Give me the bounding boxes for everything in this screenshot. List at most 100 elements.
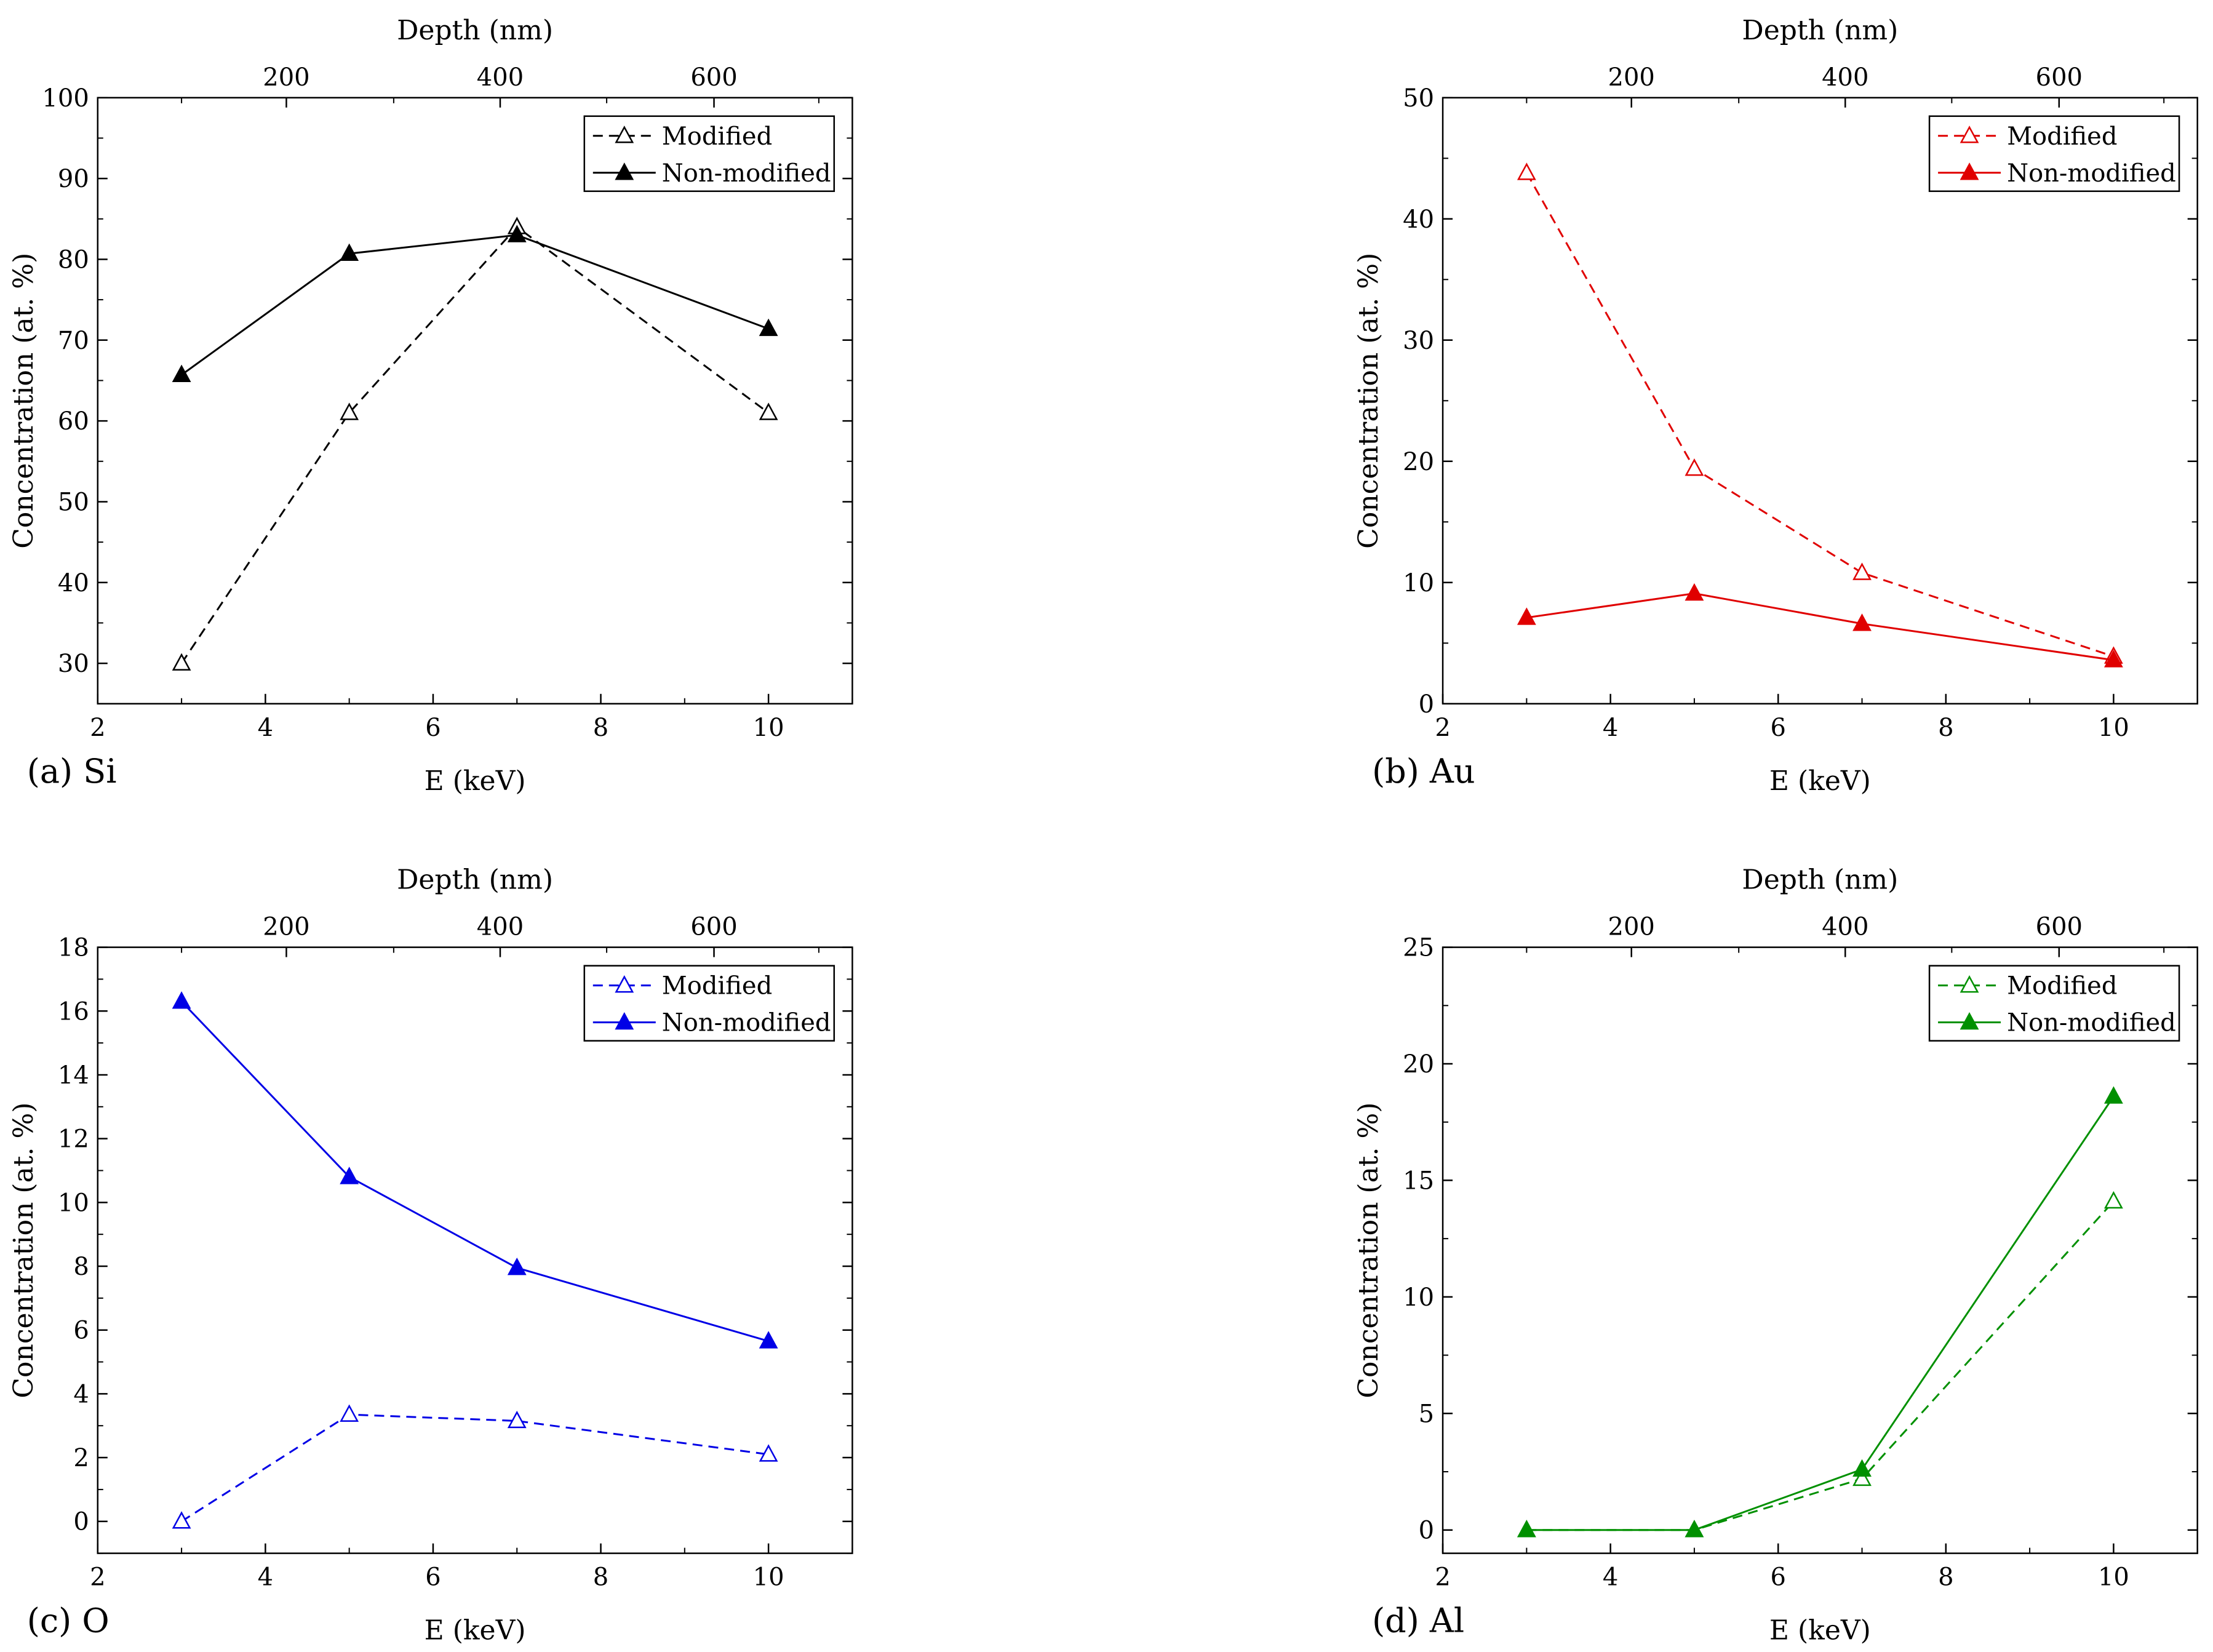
y-tick-label: 50	[1403, 84, 1434, 113]
plot-frame	[97, 946, 853, 1554]
x-tick-label: 8	[593, 1563, 608, 1592]
x-tick-label: 4	[258, 1563, 273, 1592]
legend: Modified Non-modified	[583, 115, 835, 193]
top-tick-label: 200	[263, 913, 309, 941]
y-tick-label: 60	[58, 407, 89, 436]
y-tick-label: 40	[1403, 206, 1434, 234]
x-tick-label: 4	[1603, 1563, 1618, 1592]
data-point-modified	[172, 653, 191, 671]
series-line-non-modified	[1526, 592, 2114, 661]
legend: Modified Non-modified	[583, 965, 835, 1042]
y-axis-title: Concentration (at. %)	[1353, 1103, 1384, 1399]
x-tick-label: 2	[90, 1563, 105, 1592]
x-tick-label: 6	[425, 1563, 441, 1592]
data-point-modified	[340, 1404, 359, 1422]
legend-label: Modified	[2007, 972, 2117, 1000]
x-tick-label: 2	[90, 714, 105, 742]
y-tick-label: 20	[1403, 448, 1434, 476]
plot-frame	[1441, 946, 2198, 1554]
y-tick-label: 18	[58, 934, 89, 962]
data-point-non-modified	[1517, 1520, 1536, 1538]
top-axis-title: Depth (nm)	[1742, 864, 1898, 896]
x-tick-label: 6	[1771, 1563, 1786, 1592]
panel-label: (b) Au	[1372, 752, 1475, 791]
top-tick-label: 600	[2036, 913, 2083, 941]
data-point-non-modified	[1852, 1459, 1872, 1477]
legend-marker	[615, 975, 634, 993]
data-point-modified	[759, 402, 778, 420]
y-tick-label: 2	[73, 1444, 89, 1472]
series-line-modified	[1526, 172, 2114, 658]
y-tick-label: 80	[58, 245, 89, 274]
data-point-non-modified	[759, 1331, 778, 1349]
legend-marker	[1960, 1012, 1979, 1030]
y-tick-label: 50	[58, 488, 89, 516]
data-point-non-modified	[1852, 613, 1872, 631]
x-tick-label: 8	[593, 714, 608, 742]
data-point-non-modified	[1685, 1520, 1704, 1538]
x-tick-label: 10	[2098, 714, 2129, 742]
panel-label: (d) Al	[1372, 1602, 1464, 1640]
data-point-modified	[1517, 162, 1536, 180]
series-line-non-modified	[181, 234, 769, 376]
panel-label: (a) Si	[27, 752, 117, 791]
y-tick-label: 30	[58, 650, 89, 678]
x-axis-title: E (keV)	[425, 765, 526, 797]
x-tick-label: 2	[1435, 714, 1450, 742]
legend-label: Modified	[2007, 122, 2117, 151]
y-tick-label: 25	[1403, 934, 1434, 962]
chart-panel-2: 2 4 6 8 10 200 400 600 0 10 20 30 40 50 E (keV) Depth (…	[1353, 15, 2198, 797]
chart-panel-4: 2 4 6 8 10 200 400 600 0 5 10 15 20 25 E (keV) Depth (n…	[1353, 864, 2198, 1646]
y-tick-label: 14	[58, 1061, 89, 1090]
y-tick-label: 40	[58, 569, 89, 597]
data-point-modified	[2103, 1191, 2123, 1209]
x-tick-label: 10	[2098, 1563, 2129, 1592]
top-axis-title: Depth (nm)	[397, 15, 553, 46]
data-point-modified	[759, 1444, 778, 1462]
y-axis-title: Concentration (at. %)	[8, 253, 39, 549]
legend-marker	[1960, 126, 1979, 143]
series-line-modified	[180, 225, 770, 664]
x-axis-title: E (keV)	[1769, 1615, 1871, 1646]
top-axis-title: Depth (nm)	[1742, 15, 1898, 46]
y-tick-label: 15	[1403, 1167, 1434, 1195]
x-tick-label: 8	[1938, 1563, 1953, 1592]
panel-label: (c) O	[27, 1602, 110, 1640]
y-tick-label: 100	[42, 84, 89, 113]
data-point-modified	[1852, 1468, 1872, 1486]
top-axis-title: Depth (nm)	[397, 864, 553, 896]
data-point-non-modified	[172, 364, 191, 383]
x-tick-label: 4	[1603, 714, 1618, 742]
top-tick-label: 400	[477, 63, 524, 92]
y-tick-label: 10	[1403, 569, 1434, 597]
y-axis-title: Concentration (at. %)	[8, 1103, 39, 1399]
data-point-modified	[1685, 458, 1704, 476]
top-tick-label: 600	[2036, 63, 2083, 92]
y-tick-label: 30	[1403, 327, 1434, 355]
series-line-non-modified	[1526, 1096, 2115, 1531]
data-point-modified	[340, 402, 359, 420]
x-tick-label: 8	[1938, 714, 1953, 742]
series-line-modified	[1526, 1200, 2115, 1531]
top-tick-label: 600	[690, 63, 737, 92]
x-tick-label: 10	[753, 1563, 784, 1592]
x-axis-title: E (keV)	[1769, 765, 1871, 797]
legend: Modified Non-modified	[1928, 115, 2180, 193]
data-point-non-modified	[759, 318, 778, 337]
top-tick-label: 600	[690, 913, 737, 941]
legend-marker	[1960, 975, 1979, 993]
data-point-non-modified	[507, 1257, 527, 1275]
data-point-non-modified	[2103, 650, 2123, 668]
data-point-modified	[172, 1511, 191, 1529]
data-point-non-modified	[340, 1167, 359, 1184]
y-tick-label: 0	[73, 1508, 89, 1536]
legend-marker	[615, 1012, 634, 1030]
legend-marker	[1960, 162, 1979, 180]
y-tick-label: 90	[58, 165, 89, 193]
top-tick-label: 200	[1608, 913, 1655, 941]
y-tick-label: 12	[58, 1125, 89, 1154]
series-line-modified	[181, 1413, 769, 1522]
x-tick-label: 4	[258, 714, 273, 742]
x-tick-label: 10	[753, 714, 784, 742]
